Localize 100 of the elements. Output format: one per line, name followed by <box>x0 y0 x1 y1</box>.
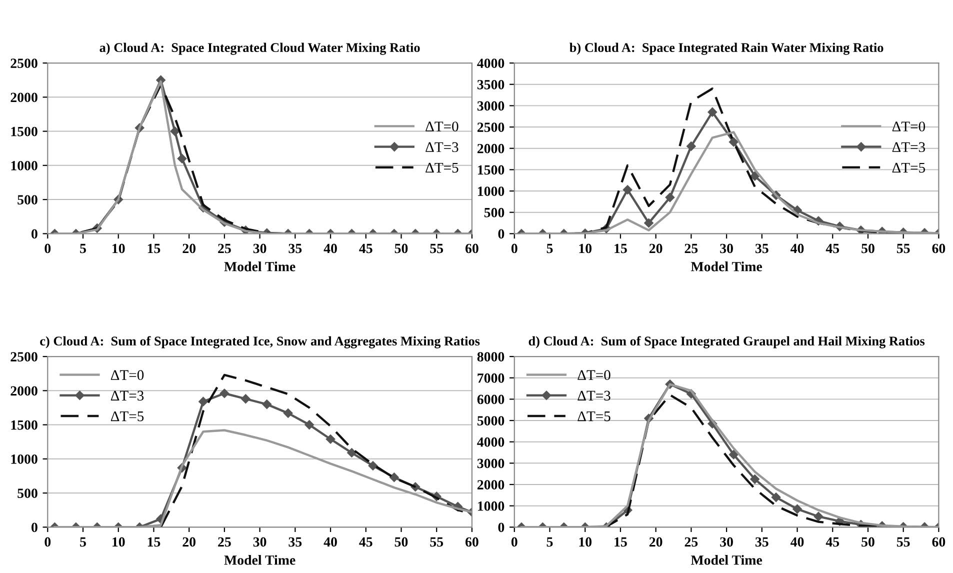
y-tick-label: 2000 <box>10 92 38 102</box>
legend-label: ΔT=3 <box>892 142 926 152</box>
y-tick-label: 0 <box>32 522 38 532</box>
y-tick-label: 2000 <box>477 144 504 154</box>
x-tick-label: 30 <box>720 537 733 547</box>
x-tick-label: 5 <box>546 244 553 254</box>
x-tick-label: 20 <box>182 537 196 547</box>
x-tick-label: 55 <box>896 244 910 254</box>
x-tick-label: 50 <box>862 244 874 254</box>
x-tick-label: 35 <box>288 537 302 547</box>
y-tick-label: 0 <box>498 522 504 532</box>
x-tick-label: 35 <box>288 244 302 254</box>
y-tick-label: 2000 <box>10 386 38 396</box>
legend-label: ΔT=5 <box>578 411 610 422</box>
x-tick-label: 35 <box>755 537 768 547</box>
x-tick-label: 55 <box>430 244 444 254</box>
y-tick-label: 3500 <box>477 80 504 90</box>
x-tick-label: 30 <box>253 244 266 254</box>
chart-title: d) Cloud A: Sum of Space Integrated Graupel and Hail Mixing Ratios <box>528 336 925 348</box>
chart-title: c) Cloud A: Sum of Space Integrated Ice, Snow and Aggregates Mixing Ratios <box>40 336 480 348</box>
x-tick-label: 25 <box>218 537 231 547</box>
x-tick-label: 0 <box>511 537 518 547</box>
legend-label: ΔT=0 <box>892 122 926 132</box>
x-tick-label: 40 <box>790 244 804 254</box>
x-tick-label: 25 <box>684 244 698 254</box>
y-tick-label: 4000 <box>477 437 504 447</box>
x-tick-label: 20 <box>182 244 196 254</box>
y-tick-label: 3000 <box>477 458 504 468</box>
x-axis-title: Model Time <box>224 555 296 565</box>
y-tick-label: 5000 <box>477 416 504 426</box>
x-tick-label: 15 <box>148 537 160 547</box>
x-tick-label: 10 <box>579 537 592 547</box>
y-tick-label: 6000 <box>477 394 504 404</box>
legend-label: ΔT=5 <box>426 162 458 173</box>
x-tick-label: 35 <box>755 244 768 254</box>
legend-label: ΔT=5 <box>892 162 926 173</box>
chart-title: b) Cloud A: Space Integrated Rain Water Mixing Ratio <box>570 42 884 55</box>
x-tick-label: 30 <box>720 244 733 254</box>
x-tick-label: 60 <box>932 244 946 254</box>
y-tick-label: 4000 <box>477 58 504 68</box>
x-tick-label: 10 <box>112 537 125 547</box>
x-axis-title: Model Time <box>224 262 296 272</box>
y-tick-label: 1500 <box>11 420 38 430</box>
x-tick-label: 50 <box>394 244 408 254</box>
y-tick-label: 1500 <box>478 165 504 175</box>
y-tick-label: 500 <box>484 208 504 218</box>
y-tick-label: 2500 <box>477 122 504 132</box>
x-tick-label: 40 <box>324 537 337 547</box>
x-tick-label: 55 <box>896 537 910 547</box>
x-tick-label: 5 <box>546 537 553 547</box>
x-tick-label: 25 <box>218 244 231 254</box>
y-tick-label: 2000 <box>477 480 504 490</box>
x-axis-title: Model Time <box>690 262 762 272</box>
x-tick-label: 20 <box>649 537 662 547</box>
y-tick-label: 2500 <box>10 352 38 362</box>
y-tick-label: 2500 <box>10 58 38 68</box>
x-tick-label: 10 <box>579 244 592 254</box>
x-tick-label: 45 <box>826 537 840 547</box>
x-tick-label: 50 <box>394 537 408 547</box>
x-tick-label: 30 <box>253 537 266 547</box>
y-tick-label: 3000 <box>477 101 504 111</box>
x-tick-label: 60 <box>465 537 478 547</box>
chart-title: a) Cloud A: Space Integrated Cloud Water Mixing Ratio <box>100 42 420 55</box>
x-tick-label: 25 <box>684 537 698 547</box>
x-tick-label: 60 <box>465 244 478 254</box>
y-tick-label: 1500 <box>11 126 38 136</box>
y-tick-label: 500 <box>18 195 38 204</box>
x-tick-label: 5 <box>80 244 86 254</box>
y-tick-label: 1000 <box>11 160 38 170</box>
x-tick-label: 45 <box>359 537 372 547</box>
x-tick-label: 15 <box>148 244 160 254</box>
x-tick-label: 0 <box>511 244 518 254</box>
x-tick-label: 20 <box>649 244 662 254</box>
legend-label: ΔT=0 <box>578 370 610 380</box>
legend-label: ΔT=0 <box>426 122 458 132</box>
x-tick-label: 0 <box>44 537 51 547</box>
x-tick-label: 55 <box>430 537 444 547</box>
x-tick-label: 15 <box>614 244 627 254</box>
x-tick-label: 40 <box>790 537 804 547</box>
y-tick-label: 1000 <box>478 501 504 511</box>
y-tick-label: 0 <box>498 229 504 239</box>
y-tick-label: 500 <box>18 488 38 498</box>
x-tick-label: 45 <box>826 244 840 254</box>
legend-label: ΔT=5 <box>110 411 144 422</box>
legend-label: ΔT=3 <box>578 390 610 401</box>
x-tick-label: 5 <box>80 537 86 547</box>
y-tick-label: 1000 <box>11 454 38 464</box>
x-tick-label: 40 <box>324 244 337 254</box>
legend-label: ΔT=3 <box>110 390 144 401</box>
x-tick-label: 10 <box>112 244 125 254</box>
legend-label: ΔT=3 <box>426 142 458 152</box>
x-tick-label: 15 <box>614 537 627 547</box>
x-tick-label: 60 <box>932 537 946 547</box>
y-tick-label: 7000 <box>478 373 504 383</box>
x-tick-label: 50 <box>862 537 874 547</box>
x-tick-label: 0 <box>44 244 51 254</box>
y-tick-label: 1000 <box>478 186 504 196</box>
y-tick-label: 0 <box>32 229 38 239</box>
y-tick-label: 8000 <box>477 352 504 362</box>
legend-label: ΔT=0 <box>110 370 144 380</box>
